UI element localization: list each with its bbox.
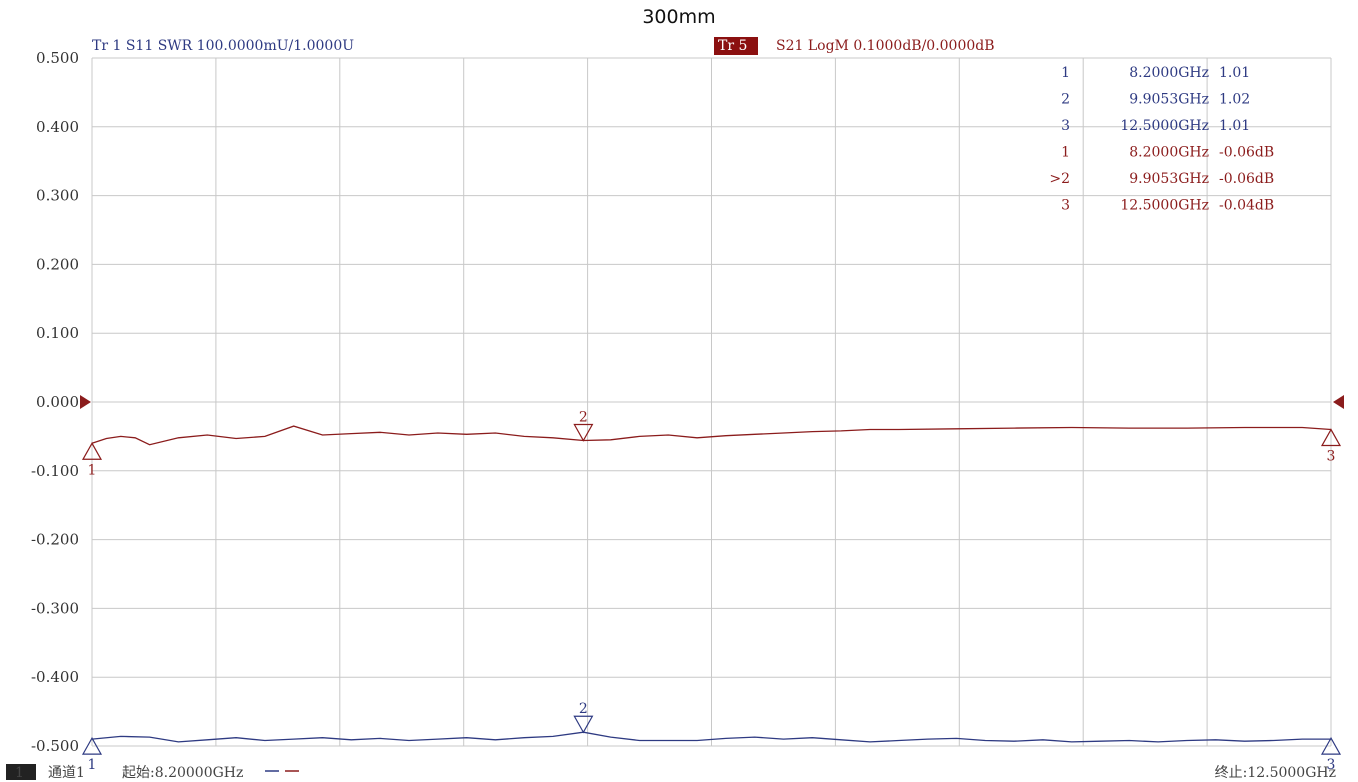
trace5-badge: Tr 5 (718, 38, 747, 54)
trace1-marker-1-label: 1 (88, 757, 97, 773)
trace1-s11-swr-line (91, 731, 1331, 743)
grid (91, 57, 1332, 747)
trace1-header: Tr 1 S11 SWR 100.0000mU/1.0000U (92, 38, 354, 54)
y-tick-label: -0.100 (31, 462, 79, 480)
reference-arrows (80, 395, 1344, 409)
trace5-marker-2 (573, 423, 594, 442)
trace5-readout-freq: 12.5000GHz (1120, 198, 1209, 214)
trace1-marker-2-label: 2 (579, 701, 588, 717)
y-tick-label: 0.100 (36, 324, 79, 342)
y-tick-label: 0.000 (36, 393, 79, 411)
y-tick-label: -0.300 (31, 599, 79, 617)
y-tick-label: -0.400 (31, 668, 79, 686)
trace1-readout-value: 1.01 (1219, 118, 1250, 134)
y-tick-labels: 0.500 0.400 0.300 0.200 0.100 0.000 -0.100 -0.2… (31, 49, 79, 755)
trace5-badge-bg (714, 37, 758, 55)
trace5-readout-value: -0.06dB (1219, 145, 1274, 161)
trace5-readout-id: >2 (1049, 171, 1070, 187)
trace1-readout-freq: 8.2000GHz (1129, 65, 1209, 81)
trace5-readout-freq: 9.9053GHz (1129, 171, 1209, 187)
trace1-readout-id: 1 (1061, 65, 1070, 81)
trace5-readout-value: -0.04dB (1219, 198, 1274, 214)
y-tick-label: 0.300 (36, 187, 79, 205)
trace1-readout-freq: 12.5000GHz (1120, 118, 1209, 134)
trace1-marker-3 (1320, 736, 1342, 755)
y-tick-label: -0.200 (31, 531, 79, 549)
trace5-marker-3-label: 3 (1327, 449, 1336, 465)
y-tick-label: 0.400 (36, 118, 79, 136)
trace1-readout-id: 2 (1061, 92, 1070, 108)
trace1-marker-3-label: 3 (1327, 757, 1336, 773)
trace1-readout-freq: 9.9053GHz (1129, 92, 1209, 108)
trace1-marker-1 (81, 736, 103, 755)
y-tick-label: 0.200 (36, 255, 79, 273)
trace5-readout-id: 3 (1061, 198, 1070, 214)
trace5-header: S21 LogM 0.1000dB/0.0000dB (776, 38, 995, 54)
trace5-marker-2-label: 2 (579, 410, 588, 426)
trace5-readout-freq: 8.2000GHz (1129, 145, 1209, 161)
footer: 1 通道1 起始:8.20000GHz 终止:12.5000GHz (6, 764, 1336, 781)
trace1-readout-value: 1.02 (1219, 92, 1250, 108)
reference-arrow-left (80, 395, 91, 409)
trace1-readout-value: 1.01 (1219, 65, 1250, 81)
start-frequency: 起始:8.20000GHz (122, 765, 243, 781)
trace5-marker-1 (81, 442, 103, 460)
stop-frequency: 终止:12.5000GHz (1215, 765, 1336, 781)
y-tick-label: 0.500 (36, 49, 79, 67)
trace5-marker-1-label: 1 (88, 462, 97, 478)
trace5-readout-id: 1 (1061, 145, 1070, 161)
channel-number: 1 (15, 765, 24, 781)
y-tick-label: -0.500 (31, 737, 79, 755)
trace5-marker-3 (1320, 428, 1342, 447)
channel-badge-bg (6, 764, 36, 780)
reference-arrow-right (1333, 395, 1344, 409)
marker-table: 1 8.2000GHz 1.01 2 9.9053GHz 1.02 3 12.5000GHz 1… (1049, 65, 1274, 214)
trace5-readout-value: -0.06dB (1219, 171, 1274, 187)
trace1-readout-id: 3 (1061, 118, 1070, 134)
trace-headers: Tr 1 S11 SWR 100.0000mU/1.0000U Tr 5 S21… (92, 37, 995, 55)
trace1-marker-2 (573, 715, 594, 734)
channel-label: 通道1 (48, 765, 85, 781)
chart-title: 300mm (642, 6, 716, 28)
markers: 1 2 3 1 2 3 (81, 410, 1342, 773)
